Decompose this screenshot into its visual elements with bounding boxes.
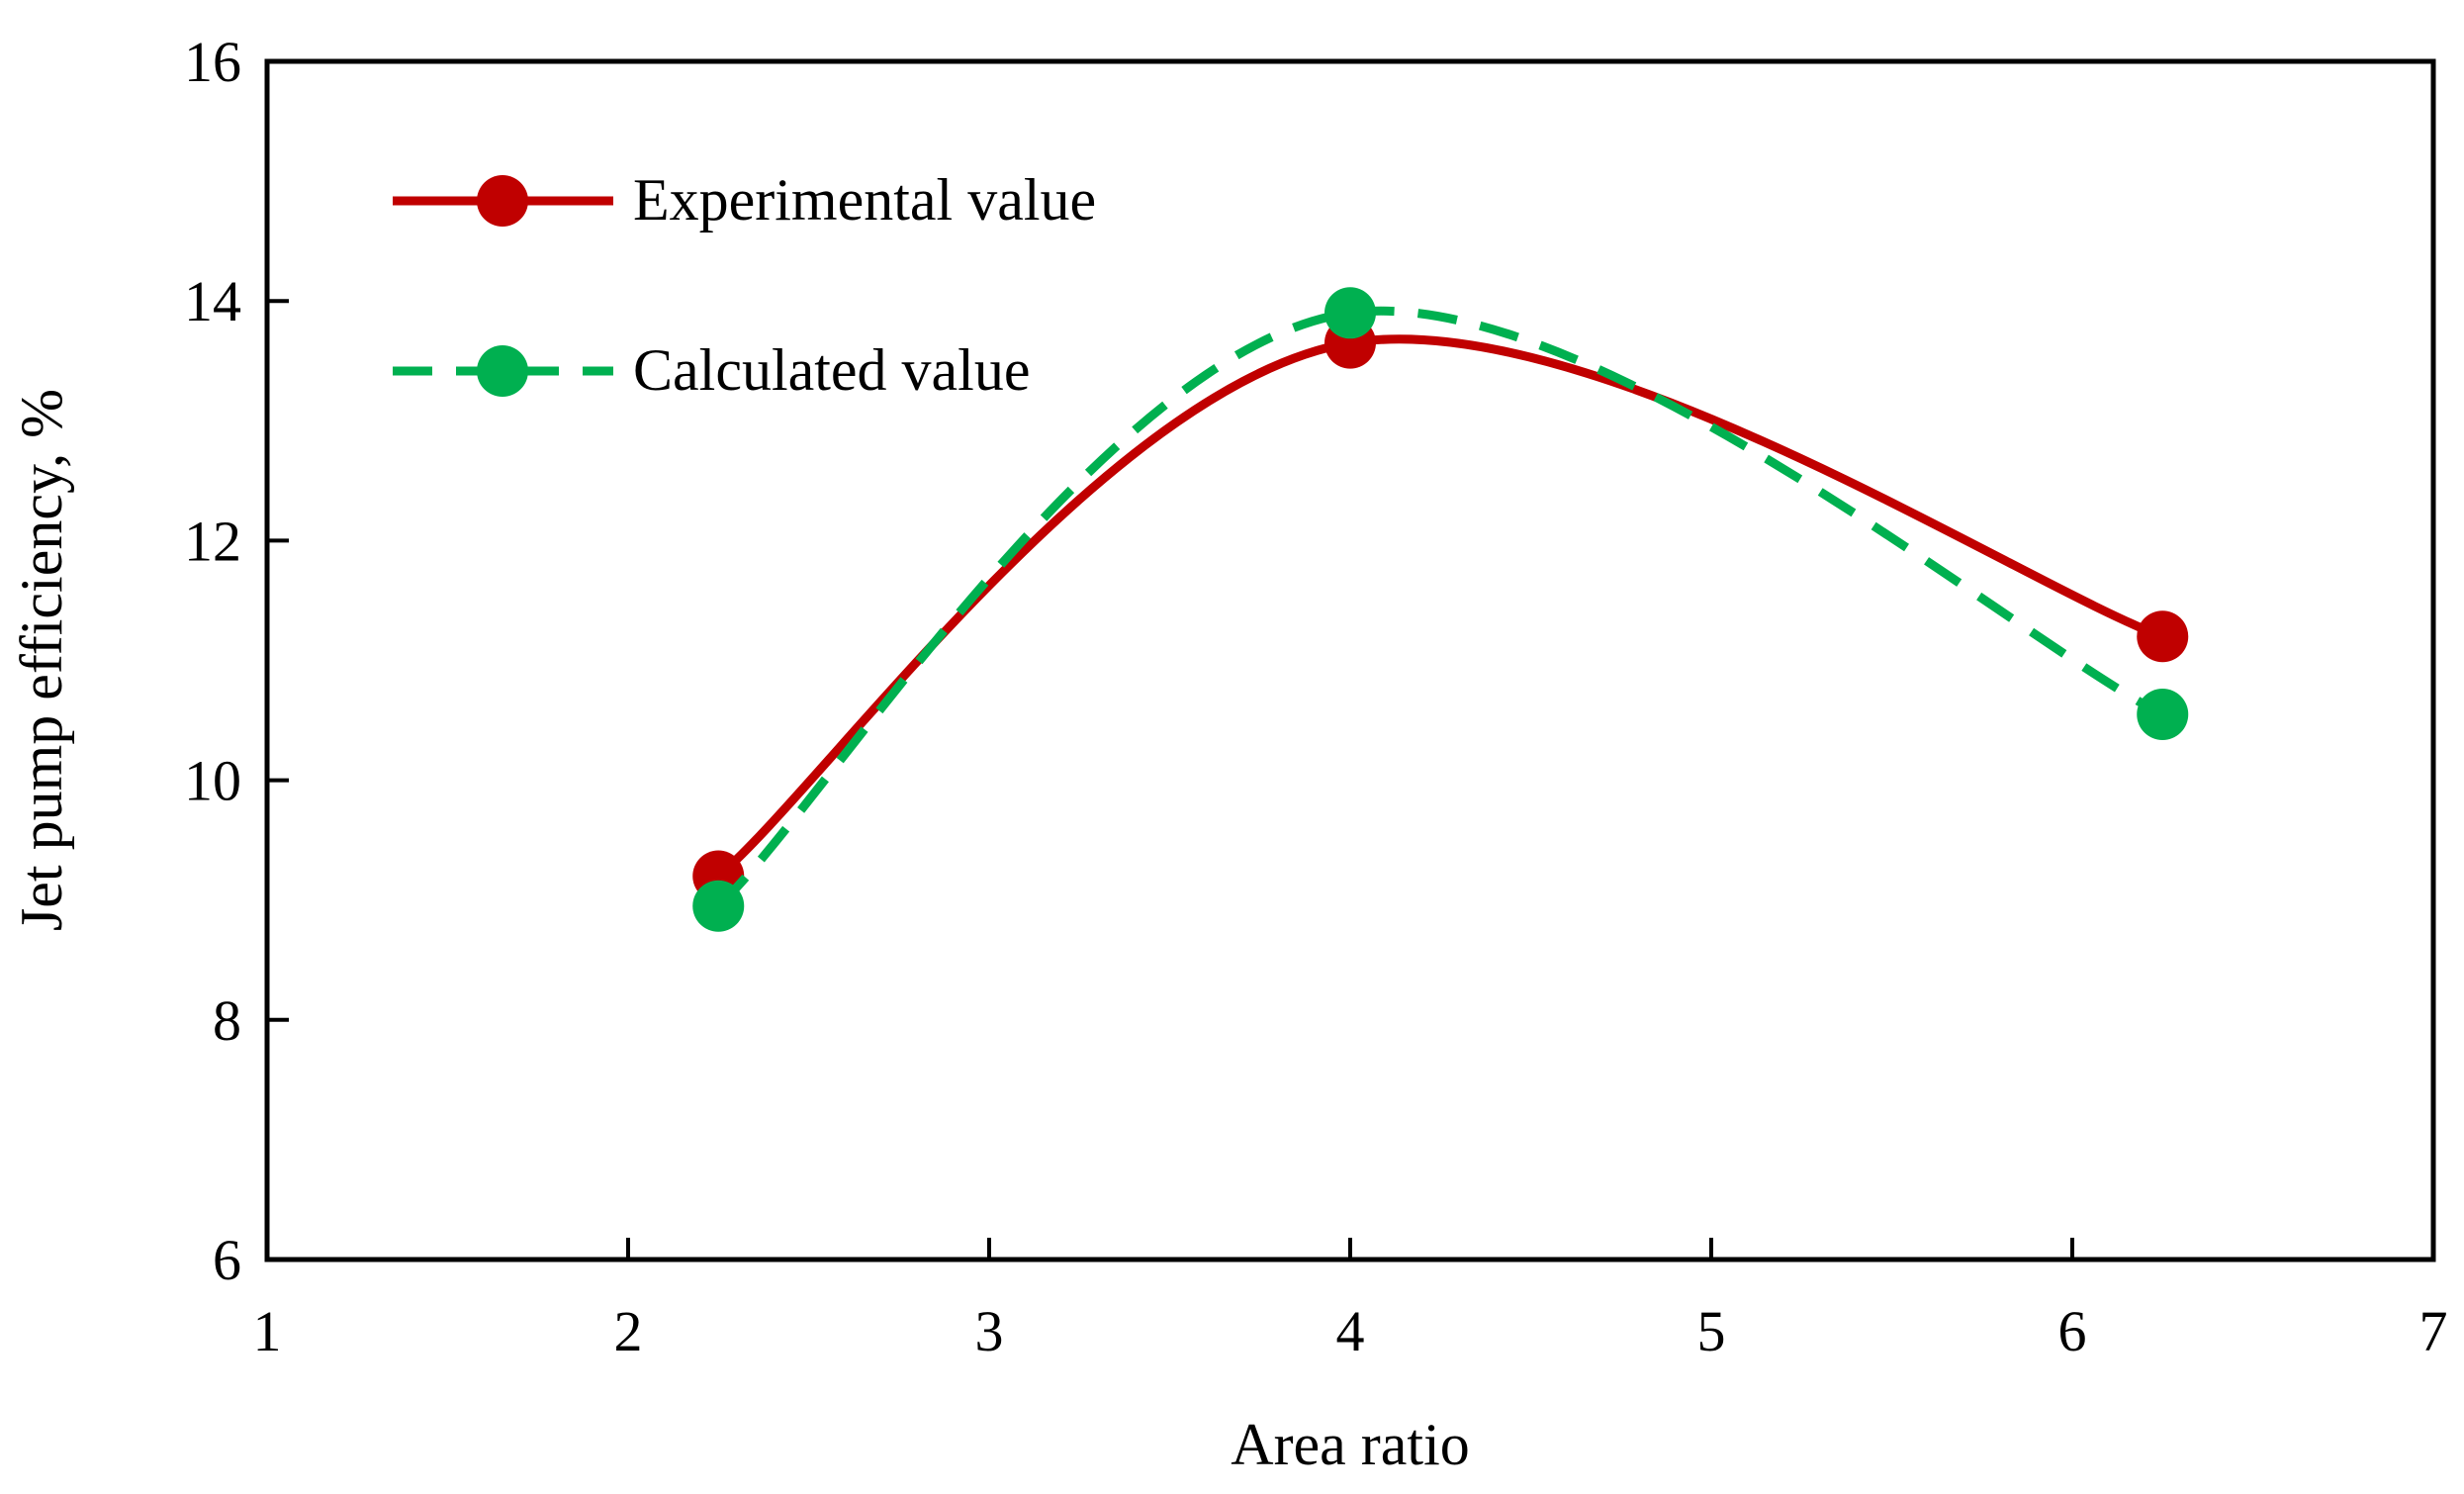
data-point-calculated (1324, 287, 1376, 339)
y-tick-label: 8 (213, 988, 241, 1053)
x-tick-label: 6 (2058, 1299, 2087, 1363)
legend-label-experimental: Experimental value (633, 167, 1096, 233)
x-tick-label: 1 (253, 1299, 282, 1363)
legend-marker-experimental (477, 175, 528, 227)
y-tick-label: 14 (184, 269, 241, 333)
legend: Experimental value Calculated value (393, 167, 1096, 403)
x-tick-label: 4 (1336, 1299, 1365, 1363)
y-tick-label: 6 (213, 1228, 241, 1292)
x-tick-label: 3 (975, 1299, 1004, 1363)
y-tick-label: 10 (184, 749, 241, 813)
data-point-calculated (692, 880, 745, 932)
data-point-experimental (2137, 610, 2189, 663)
y-tick-label: 12 (184, 509, 241, 573)
y-tick-label: 16 (184, 30, 241, 94)
legend-marker-calculated (477, 345, 528, 397)
data-point-calculated (2137, 688, 2189, 740)
x-axis-title: Area ratio (1231, 1412, 1470, 1477)
series-line-calculated (715, 306, 2165, 910)
x-tick-label: 2 (614, 1299, 643, 1363)
y-axis-title: Jet pump efficiency, % (9, 389, 74, 931)
x-tick-label: 5 (1697, 1299, 1726, 1363)
series-layer (692, 287, 2189, 932)
x-tick-label: 7 (2419, 1299, 2448, 1363)
plot-area-frame (264, 58, 2436, 1262)
legend-label-calculated: Calculated value (633, 337, 1030, 403)
